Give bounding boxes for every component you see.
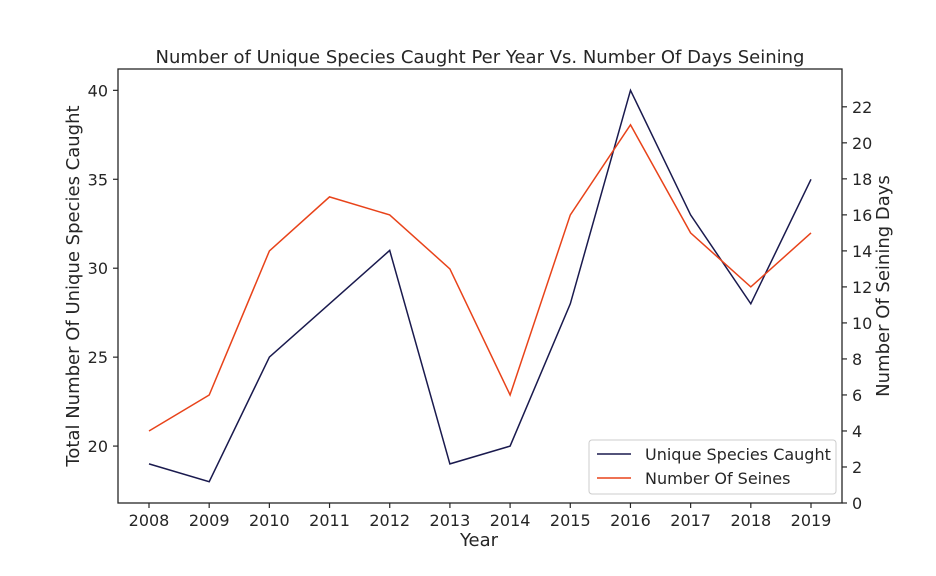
- right-axis: 0 2 4 6 8 10 12 14 16 18 20 22: [842, 98, 872, 513]
- x-tick-label: 2010: [249, 511, 290, 530]
- x-tick-label: 2019: [791, 511, 832, 530]
- left-tick-label: 20: [88, 437, 108, 456]
- right-tick-label: 6: [852, 386, 862, 405]
- legend-label-number-of-seines: Number Of Seines: [645, 469, 790, 488]
- chart-title: Number of Unique Species Caught Per Year…: [156, 47, 805, 68]
- x-tick-label: 2015: [550, 511, 591, 530]
- x-axis: 2008 2009 2010 2011 2012 2013 2014 2015 2016 2017…: [129, 503, 832, 530]
- right-tick-label: 0: [852, 494, 862, 513]
- right-tick-label: 4: [852, 422, 862, 441]
- right-tick-label: 12: [852, 278, 872, 297]
- legend: Unique Species Caught Number Of Seines: [588, 439, 837, 495]
- right-tick-label: 10: [852, 314, 872, 333]
- right-axis-title: Number Of Seining Days: [873, 175, 894, 397]
- x-axis-title: Year: [459, 530, 499, 551]
- x-tick-label: 2013: [430, 511, 471, 530]
- right-tick-label: 8: [852, 350, 862, 369]
- right-tick-label: 22: [852, 98, 872, 117]
- left-axis: 20 25 30 35 40: [88, 81, 118, 456]
- left-tick-label: 40: [88, 81, 108, 100]
- x-tick-label: 2008: [129, 511, 170, 530]
- series-line-0: [148, 88, 812, 483]
- series-lines: [148, 88, 812, 483]
- x-tick-label: 2011: [309, 511, 350, 530]
- legend-label-unique-species: Unique Species Caught: [645, 445, 831, 464]
- right-tick-label: 16: [852, 206, 872, 225]
- x-tick-label: 2012: [369, 511, 410, 530]
- legend-box: [588, 439, 837, 495]
- plot-frame: [117, 68, 843, 504]
- x-tick-label: 2009: [189, 511, 230, 530]
- left-tick-label: 25: [88, 348, 108, 367]
- x-tick-label: 2014: [490, 511, 531, 530]
- right-tick-label: 18: [852, 170, 872, 189]
- x-tick-label: 2016: [610, 511, 651, 530]
- x-tick-label: 2017: [670, 511, 711, 530]
- x-tick-label: 2018: [730, 511, 771, 530]
- left-tick-label: 30: [88, 259, 108, 278]
- right-tick-label: 14: [852, 242, 872, 261]
- left-tick-label: 35: [88, 170, 108, 189]
- right-tick-label: 2: [852, 458, 862, 477]
- left-axis-title: Total Number Of Unique Species Caught: [63, 105, 84, 467]
- right-tick-label: 20: [852, 134, 872, 153]
- series-line-1: [148, 123, 812, 432]
